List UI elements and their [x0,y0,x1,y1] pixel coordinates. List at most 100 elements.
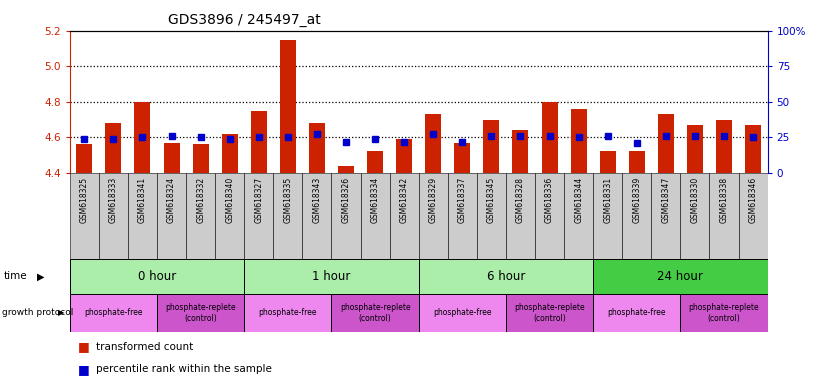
Text: GSM618333: GSM618333 [109,177,118,223]
Bar [506,173,535,259]
Text: phosphate-free: phosphate-free [84,308,143,318]
Text: GSM618346: GSM618346 [749,177,758,223]
Bar [157,173,186,259]
Bar [651,173,681,259]
Text: GSM618329: GSM618329 [429,177,438,223]
Bar [163,142,180,173]
Bar [397,139,412,173]
Text: GSM618332: GSM618332 [196,177,205,223]
Bar [302,173,332,259]
Bar [105,123,122,173]
Bar [594,173,622,259]
Text: GSM618325: GSM618325 [80,177,89,223]
Text: time: time [4,271,28,281]
Bar [571,109,587,173]
Bar [419,173,447,259]
Bar [280,40,296,173]
Bar [360,173,390,259]
Text: 6 hour: 6 hour [487,270,525,283]
Bar [484,119,499,173]
Bar [425,114,441,173]
Bar [599,152,616,173]
Bar [157,294,245,332]
Bar [245,294,332,332]
Text: phosphate-free: phosphate-free [259,308,317,318]
Text: GSM618338: GSM618338 [719,177,728,223]
Text: ■: ■ [78,340,89,353]
Text: GSM618324: GSM618324 [167,177,176,223]
Bar [273,173,302,259]
Bar [245,173,273,259]
Bar [419,259,594,294]
Text: phosphate-replete
(control): phosphate-replete (control) [340,303,410,323]
Bar [186,173,215,259]
Bar [709,173,739,259]
Text: GSM618326: GSM618326 [342,177,351,223]
Bar [338,166,354,173]
Bar [739,173,768,259]
Bar [564,173,594,259]
Text: GSM618327: GSM618327 [255,177,264,223]
Text: GSM618343: GSM618343 [313,177,322,223]
Text: 24 hour: 24 hour [658,270,704,283]
Bar [512,130,529,173]
Bar [309,123,325,173]
Text: GSM618328: GSM618328 [516,177,525,223]
Text: GDS3896 / 245497_at: GDS3896 / 245497_at [168,13,321,27]
Text: GSM618337: GSM618337 [458,177,467,223]
Text: GSM618340: GSM618340 [225,177,234,223]
Bar [332,294,419,332]
Text: GSM618331: GSM618331 [603,177,612,223]
Text: ▶: ▶ [37,271,44,281]
Bar [70,259,245,294]
Text: GSM618347: GSM618347 [662,177,671,223]
Text: GSM618345: GSM618345 [487,177,496,223]
Bar [128,173,157,259]
Bar [250,111,267,173]
Text: 1 hour: 1 hour [312,270,351,283]
Bar [419,294,506,332]
Bar [506,294,594,332]
Bar [76,144,92,173]
Bar [681,294,768,332]
Bar [535,173,564,259]
Text: GSM618342: GSM618342 [400,177,409,223]
Bar [332,173,360,259]
Text: GSM618335: GSM618335 [283,177,292,223]
Bar [594,259,768,294]
Text: GSM618339: GSM618339 [632,177,641,223]
Text: phosphate-replete
(control): phosphate-replete (control) [689,303,759,323]
Text: phosphate-replete
(control): phosphate-replete (control) [165,303,236,323]
Bar [477,173,506,259]
Bar [594,294,681,332]
Bar [215,173,245,259]
Text: GSM618330: GSM618330 [690,177,699,223]
Text: transformed count: transformed count [96,342,193,352]
Text: growth protocol: growth protocol [2,308,73,318]
Text: GSM618336: GSM618336 [545,177,554,223]
Bar [447,173,477,259]
Bar [622,173,651,259]
Text: phosphate-free: phosphate-free [433,308,492,318]
Text: GSM618341: GSM618341 [138,177,147,223]
Bar [99,173,128,259]
Bar [70,173,99,259]
Text: percentile rank within the sample: percentile rank within the sample [96,364,272,374]
Bar [454,142,470,173]
Text: ■: ■ [78,363,89,376]
Bar [629,152,644,173]
Text: phosphate-replete
(control): phosphate-replete (control) [514,303,585,323]
Bar [193,144,209,173]
Text: 0 hour: 0 hour [138,270,177,283]
Bar [135,102,150,173]
Bar [542,102,557,173]
Bar [70,294,157,332]
Bar [222,134,238,173]
Bar [367,152,383,173]
Bar [245,259,419,294]
Bar [390,173,419,259]
Text: phosphate-free: phosphate-free [608,308,666,318]
Bar [687,125,703,173]
Bar [681,173,709,259]
Text: ▶: ▶ [57,308,64,318]
